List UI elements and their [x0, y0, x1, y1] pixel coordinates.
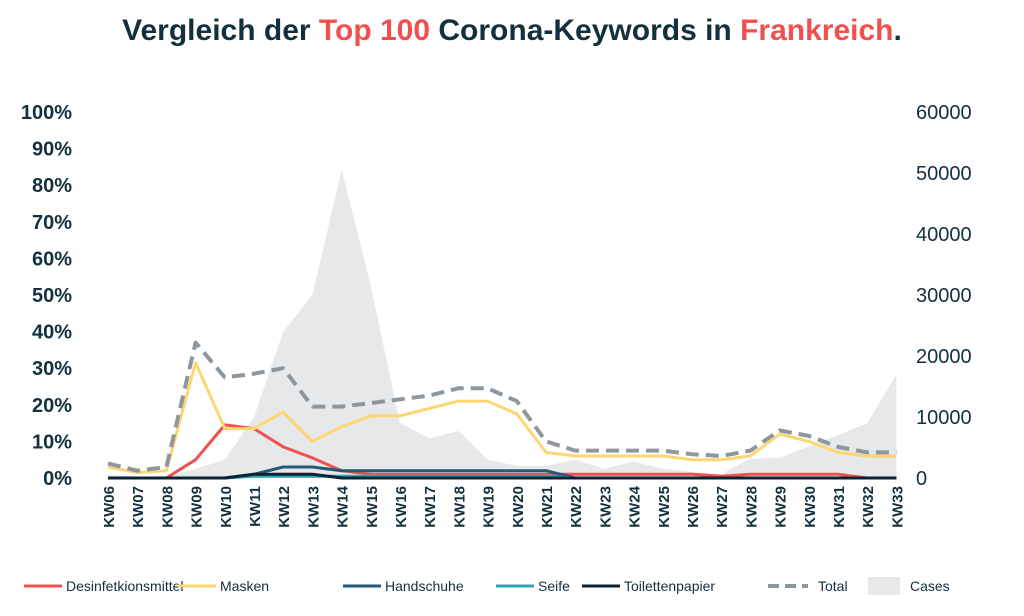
y-left-tick-label: 0% — [43, 468, 72, 490]
y-left-tick-label: 80% — [32, 175, 72, 197]
x-tick-label: KW06 — [101, 486, 118, 528]
legend-label: Desinfetkionsmittel — [66, 578, 184, 594]
y-left-tick-label: 40% — [32, 322, 72, 344]
x-tick-label: KW30 — [802, 486, 819, 528]
y-left-tick-label: 10% — [32, 431, 72, 453]
legend-label: Masken — [220, 578, 269, 594]
y-left-tick-label: 70% — [32, 212, 72, 234]
x-axis: KW06 KW07 KW08 KW09 KW10 KW11 KW12 KW13 KW14 KW15… — [101, 485, 906, 527]
y-right-tick-label: 0 — [916, 468, 927, 490]
x-tick-label: KW23 — [597, 486, 614, 528]
x-tick-label: KW22 — [568, 486, 585, 528]
legend-item-total: Total — [768, 578, 848, 594]
x-tick-label: KW25 — [656, 486, 673, 528]
title-part1: Vergleich der — [122, 14, 319, 47]
x-tick-label: KW20 — [510, 486, 527, 528]
title-highlight-country: Frankreich — [740, 14, 894, 47]
x-tick-label: KW17 — [422, 486, 439, 528]
y-left-tick-label: 50% — [32, 285, 72, 307]
x-tick-label: KW21 — [539, 486, 556, 528]
legend-label: Handschuhe — [385, 578, 464, 594]
x-tick-label: KW28 — [743, 486, 760, 528]
legend-label: Toilettenpapier — [624, 578, 715, 594]
y-left-tick-label: 20% — [32, 395, 72, 417]
x-tick-label: KW29 — [773, 486, 790, 528]
x-tick-label: KW27 — [714, 486, 731, 528]
legend-item-handschuhe: Handschuhe — [343, 578, 464, 594]
series-masken-line — [107, 361, 897, 474]
legend-item-toilettenpapier: Toilettenpapier — [582, 578, 715, 594]
series-lines-layer — [107, 340, 897, 480]
series-desinfetkionsmittel-line — [108, 423, 897, 480]
x-tick-label: KW32 — [860, 486, 877, 528]
x-tick-label: KW15 — [364, 486, 381, 528]
x-tick-label: KW26 — [685, 486, 702, 528]
title-part3: . — [893, 14, 902, 47]
cases-area-layer — [108, 169, 897, 478]
y-right-tick-label: 20000 — [916, 346, 972, 368]
x-tick-label: KW33 — [889, 486, 906, 528]
x-tick-label: KW16 — [393, 486, 410, 528]
y-right-tick-label: 50000 — [916, 163, 972, 185]
legend-label: Cases — [910, 578, 950, 594]
y-left-tick-label: 90% — [32, 139, 72, 161]
y-right-tick-label: 60000 — [916, 102, 972, 124]
x-tick-label: KW08 — [159, 486, 176, 528]
legend-label: Seife — [538, 578, 570, 594]
series-total-line — [107, 340, 897, 473]
series-cases-area — [108, 169, 897, 478]
y-left-tick-label: 100% — [21, 102, 72, 124]
y-right-tick-label: 10000 — [916, 407, 972, 429]
legend-item-cases: Cases — [868, 577, 950, 595]
chart-title: Vergleich der Top 100 Corona-Keywords in… — [0, 14, 1024, 48]
x-tick-label: KW09 — [189, 486, 206, 528]
x-tick-label: KW24 — [627, 485, 644, 527]
x-tick-label: KW12 — [276, 486, 293, 528]
legend-item-seife: Seife — [496, 578, 570, 594]
x-tick-label: KW13 — [305, 486, 322, 528]
y-right-tick-label: 40000 — [916, 224, 972, 246]
y-left-tick-label: 30% — [32, 358, 72, 380]
x-tick-label: KW31 — [831, 486, 848, 528]
x-tick-label: KW14 — [335, 485, 352, 527]
legend-item-desinfetkionsmittel: Desinfetkionsmittel — [24, 578, 184, 594]
legend-swatch — [868, 577, 900, 595]
x-tick-label: KW19 — [481, 486, 498, 528]
x-tick-label: KW10 — [218, 486, 235, 528]
title-part2: Corona-Keywords in — [430, 14, 741, 47]
x-tick-label: KW07 — [130, 486, 147, 528]
y-axis-left: 0% 10% 20% 30% 40% 50% 60% 70% 80% 90% 100% — [21, 102, 72, 490]
y-left-tick-label: 60% — [32, 248, 72, 270]
title-highlight-top100: Top 100 — [318, 14, 431, 47]
series-toilettenpapier-line — [108, 472, 897, 480]
legend-label: Total — [818, 578, 848, 594]
y-right-tick-label: 30000 — [916, 285, 972, 307]
legend-item-masken: Masken — [178, 578, 269, 594]
x-tick-label: KW18 — [451, 486, 468, 528]
y-axis-right: 0 10000 20000 30000 40000 50000 60000 — [916, 102, 972, 490]
x-tick-label: KW11 — [247, 486, 264, 527]
legend: Desinfetkionsmittel Masken Handschuhe Seife… — [24, 577, 950, 595]
